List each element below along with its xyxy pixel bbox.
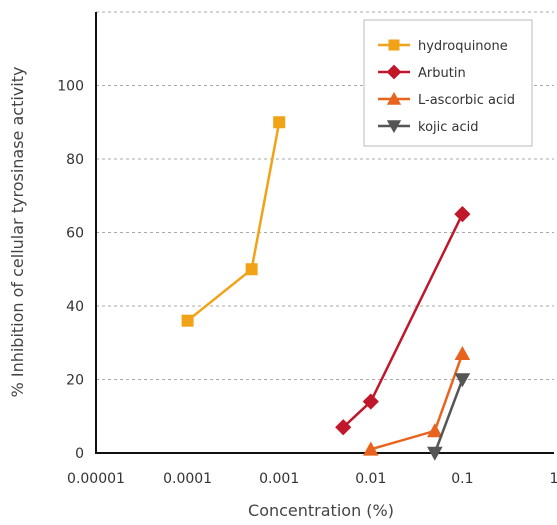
y-tick-label: 20 [66,373,84,389]
data-point [335,419,352,436]
tick-labels: 0 20 40 60 80 100 0.00001 0.0001 0.001 0.01 0.1 1 [57,79,557,488]
data-point [454,206,471,223]
series-kojic-acid [427,373,471,461]
data-point [386,120,402,134]
axes [95,12,554,454]
data-point [386,64,402,80]
data-point [388,39,400,51]
data-point [362,393,379,410]
series-line [186,122,281,322]
legend-label: L-ascorbic acid [418,93,515,108]
x-tick-label: 0.001 [259,471,299,487]
x-tick-label: 0.1 [451,471,473,487]
legend-item: hydroquinone [378,39,508,54]
y-tick-label: 0 [75,446,84,462]
data-point [454,345,471,361]
y-tick-label: 60 [66,226,84,242]
x-tick-label: 0.0001 [163,471,212,487]
data-point [181,314,194,327]
series-layer [181,116,471,461]
data-point [454,373,471,388]
x-tick-label: 1 [550,471,557,487]
data-point [427,423,443,438]
series-line [370,353,464,451]
legend-label: kojic acid [418,120,479,135]
legend-item: Arbutin [378,64,466,81]
legend-item: L-ascorbic acid [378,91,515,108]
grid-lines [96,11,554,380]
data-point [273,116,286,129]
data-point [245,263,258,276]
x-axis-title: Concentration (%) [248,501,394,520]
legend-label: hydroquinone [418,39,508,54]
legend-item: kojic acid [378,120,479,135]
y-tick-label: 80 [66,152,84,168]
series-hydroquinone [181,116,286,327]
data-point [427,446,443,461]
data-point [363,441,379,456]
x-tick-label: 0.00001 [67,471,125,487]
series-arbutin [335,206,471,436]
legend: hydroquinone Arbutin L-ascorbic acid kojic … [363,19,533,147]
series-line [342,213,464,429]
y-axis-title: % Inhibition of cellular tyrosinase acti… [8,67,27,398]
y-tick-label: 40 [66,299,84,315]
legend-label: Arbutin [418,66,466,81]
data-point [386,91,402,105]
x-tick-label: 0.01 [355,471,386,487]
y-tick-label: 100 [57,79,84,95]
series-l-ascorbic-acid [363,345,471,456]
series-line [433,379,464,454]
